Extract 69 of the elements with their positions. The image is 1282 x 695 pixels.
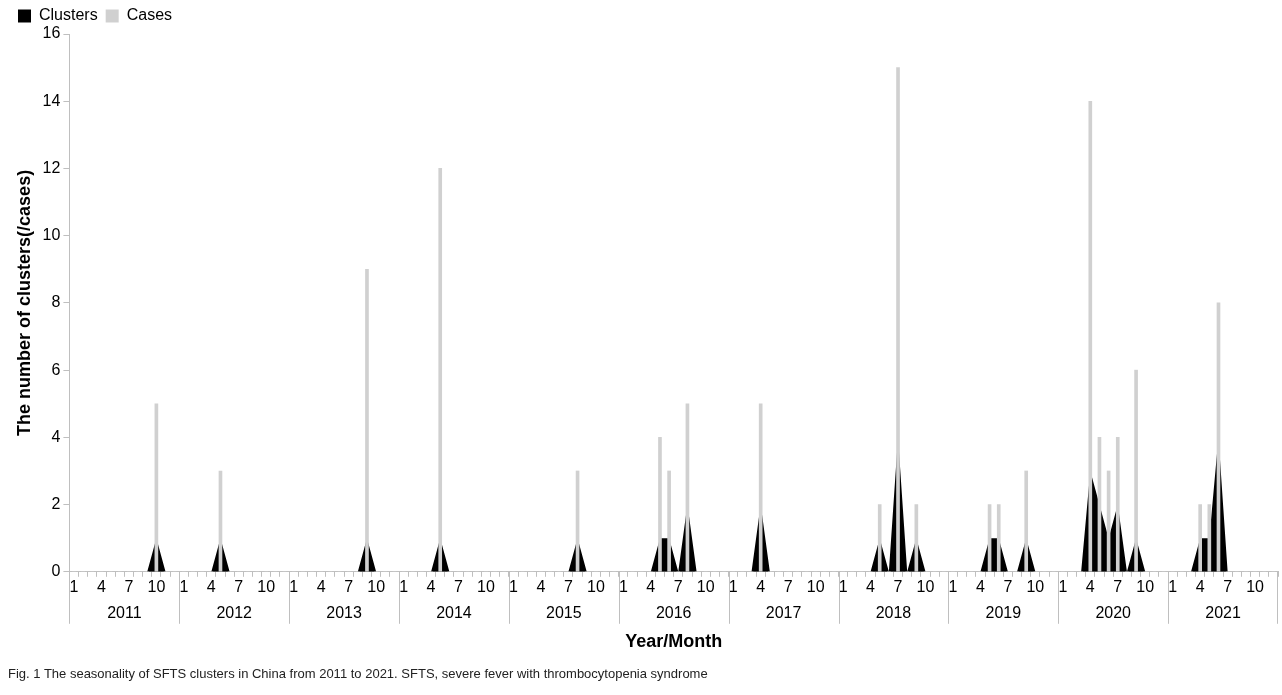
- x-tick-label: 7: [673, 577, 683, 595]
- y-tick-label: 14: [42, 91, 61, 109]
- x-tick-label: 10: [806, 577, 825, 595]
- x-tick-label: 1: [1168, 577, 1178, 595]
- y-tick-label: 4: [51, 427, 61, 445]
- x-tick-label: 4: [426, 577, 436, 595]
- x-tick-label: 4: [975, 577, 985, 595]
- x-tick-label: 10: [477, 577, 495, 595]
- x-tick-label: 1: [728, 577, 738, 595]
- legend-label: Cases: [126, 6, 173, 24]
- y-tick-label: 0: [51, 562, 61, 580]
- x-tick-label: 1: [838, 577, 848, 595]
- x-tick-label: 10: [1026, 577, 1045, 595]
- x-tick-label: 10: [696, 577, 715, 595]
- x-tick-label: 10: [1136, 577, 1155, 595]
- x-tick-label: 1: [399, 577, 409, 595]
- x-tick-label: 4: [316, 577, 326, 595]
- x-tick-label: 4: [536, 577, 546, 595]
- x-tick-label: 7: [344, 577, 354, 595]
- x-tick-label: 10: [257, 577, 276, 595]
- x-tick-label: 4: [1195, 577, 1205, 595]
- text: 2017: [765, 604, 802, 622]
- y-tick-label: 2: [51, 494, 61, 512]
- text: 2015: [546, 604, 582, 622]
- text: 2012: [216, 604, 253, 622]
- y-tick-label: 16: [42, 24, 61, 42]
- y-axis-title: The number of clusters(/cases): [13, 169, 34, 436]
- x-tick-label: 4: [866, 577, 876, 595]
- x-tick-label: 1: [289, 577, 299, 595]
- x-tick-label: 10: [916, 577, 935, 595]
- x-tick-label: 7: [1113, 577, 1123, 595]
- x-tick-label: 10: [1246, 577, 1265, 595]
- caption: Fig. 1 The seasonality of SFTS clusters in China from 2011 to 2021. SFTS, severe fever with thrombocytopenia syndrome: [8, 666, 708, 681]
- x-tick-label: 4: [206, 577, 216, 595]
- text: 2021: [1205, 604, 1241, 622]
- x-tick-label: 7: [124, 577, 134, 595]
- text: 2011: [107, 604, 142, 622]
- x-tick-label: 1: [618, 577, 628, 595]
- x-tick-label: 1: [948, 577, 958, 595]
- text: 2019: [985, 604, 1022, 622]
- x-tick-label: 1: [69, 577, 79, 595]
- text: 2020: [1095, 604, 1132, 622]
- x-tick-label: 4: [1085, 577, 1095, 595]
- x-tick-label: 10: [147, 577, 166, 595]
- text: 2013: [326, 604, 362, 622]
- y-tick-label: 6: [51, 360, 61, 378]
- x-tick-label: 4: [96, 577, 106, 595]
- legend-label: Clusters: [39, 6, 98, 24]
- x-tick-label: 4: [646, 577, 656, 595]
- x-tick-label: 7: [234, 577, 244, 595]
- text: 2018: [875, 604, 912, 622]
- text: 2016: [655, 604, 692, 622]
- x-axis-title: Year/Month: [625, 630, 723, 651]
- y-tick-label: 8: [51, 293, 61, 311]
- x-tick-label: 7: [893, 577, 903, 595]
- x-tick-label: 1: [179, 577, 189, 595]
- x-tick-label: 10: [367, 577, 386, 595]
- x-tick-label: 7: [454, 577, 464, 595]
- y-tick-label: 10: [42, 226, 61, 244]
- x-tick-label: 7: [783, 577, 793, 595]
- x-tick-label: 10: [586, 577, 605, 595]
- x-tick-label: 7: [563, 577, 573, 595]
- x-tick-label: 7: [1003, 577, 1013, 595]
- x-tick-label: 7: [1223, 577, 1233, 595]
- text: 2014: [436, 604, 472, 622]
- y-tick-label: 12: [42, 158, 61, 176]
- x-tick-label: 1: [509, 577, 519, 595]
- x-tick-label: 4: [756, 577, 766, 595]
- x-tick-label: 1: [1058, 577, 1068, 595]
